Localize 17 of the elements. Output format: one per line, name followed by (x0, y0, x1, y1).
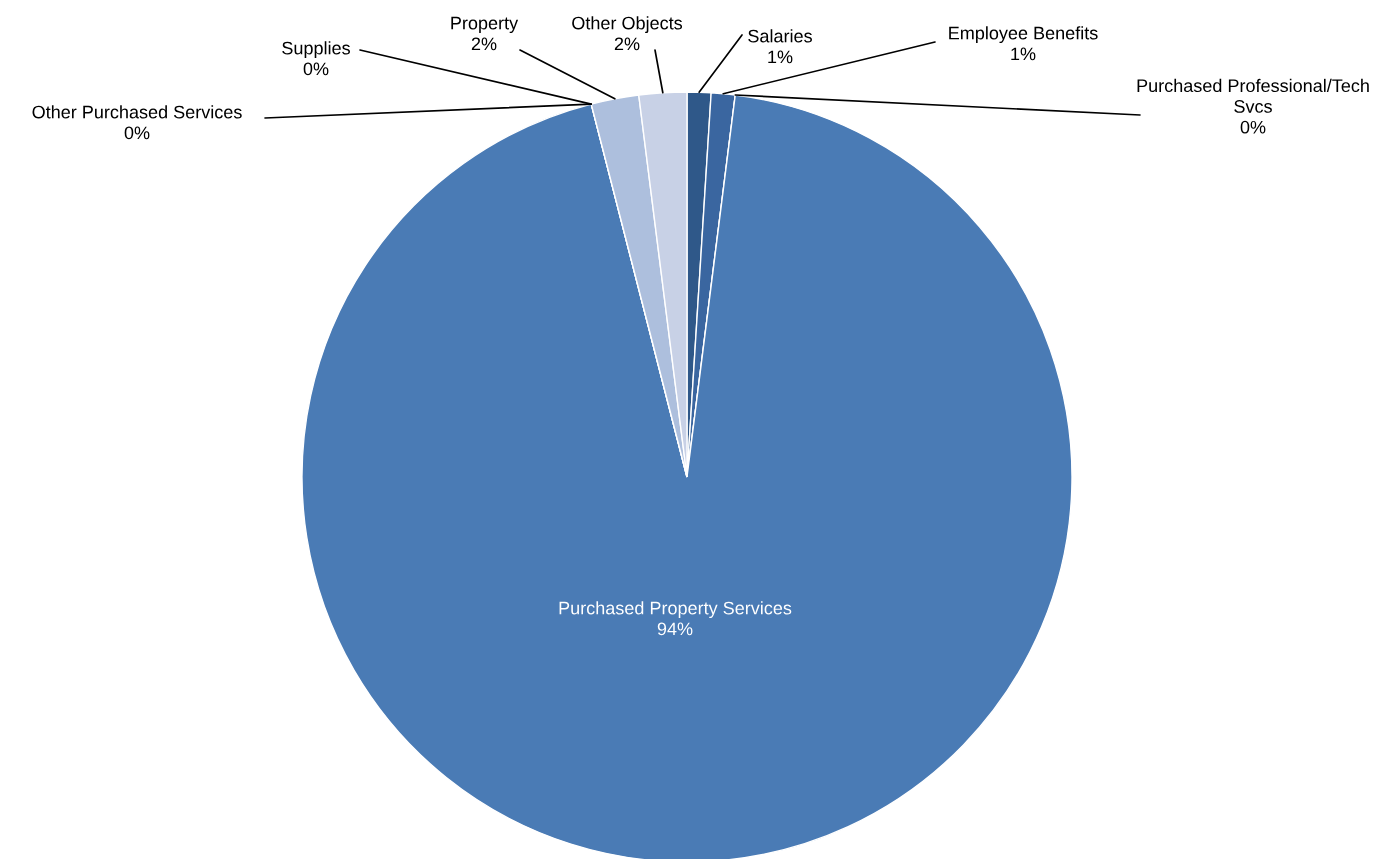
slice-label: Purchased Property Services (559, 601, 792, 619)
pie-slice (301, 94, 1073, 859)
data-label: 1% (768, 50, 793, 64)
slice-label: Employee Benefits (949, 26, 1098, 44)
category-label: Supplies (282, 41, 350, 59)
slice-label: Property (451, 16, 519, 34)
data-label: 2% (471, 37, 497, 51)
data-label: 1% (1011, 47, 1036, 61)
category-label: Purchased Professional/Tech Svcs (1137, 78, 1369, 113)
category-label: Other Purchased Services (32, 105, 242, 119)
text: 0% (124, 126, 150, 140)
data-label: 94% (657, 622, 693, 636)
text: 0% (1240, 120, 1266, 134)
slice-label: Salaries (748, 29, 812, 43)
slice-label: Other Objects (572, 16, 683, 34)
text: 0% (303, 62, 329, 76)
data-label: 2% (614, 37, 640, 51)
